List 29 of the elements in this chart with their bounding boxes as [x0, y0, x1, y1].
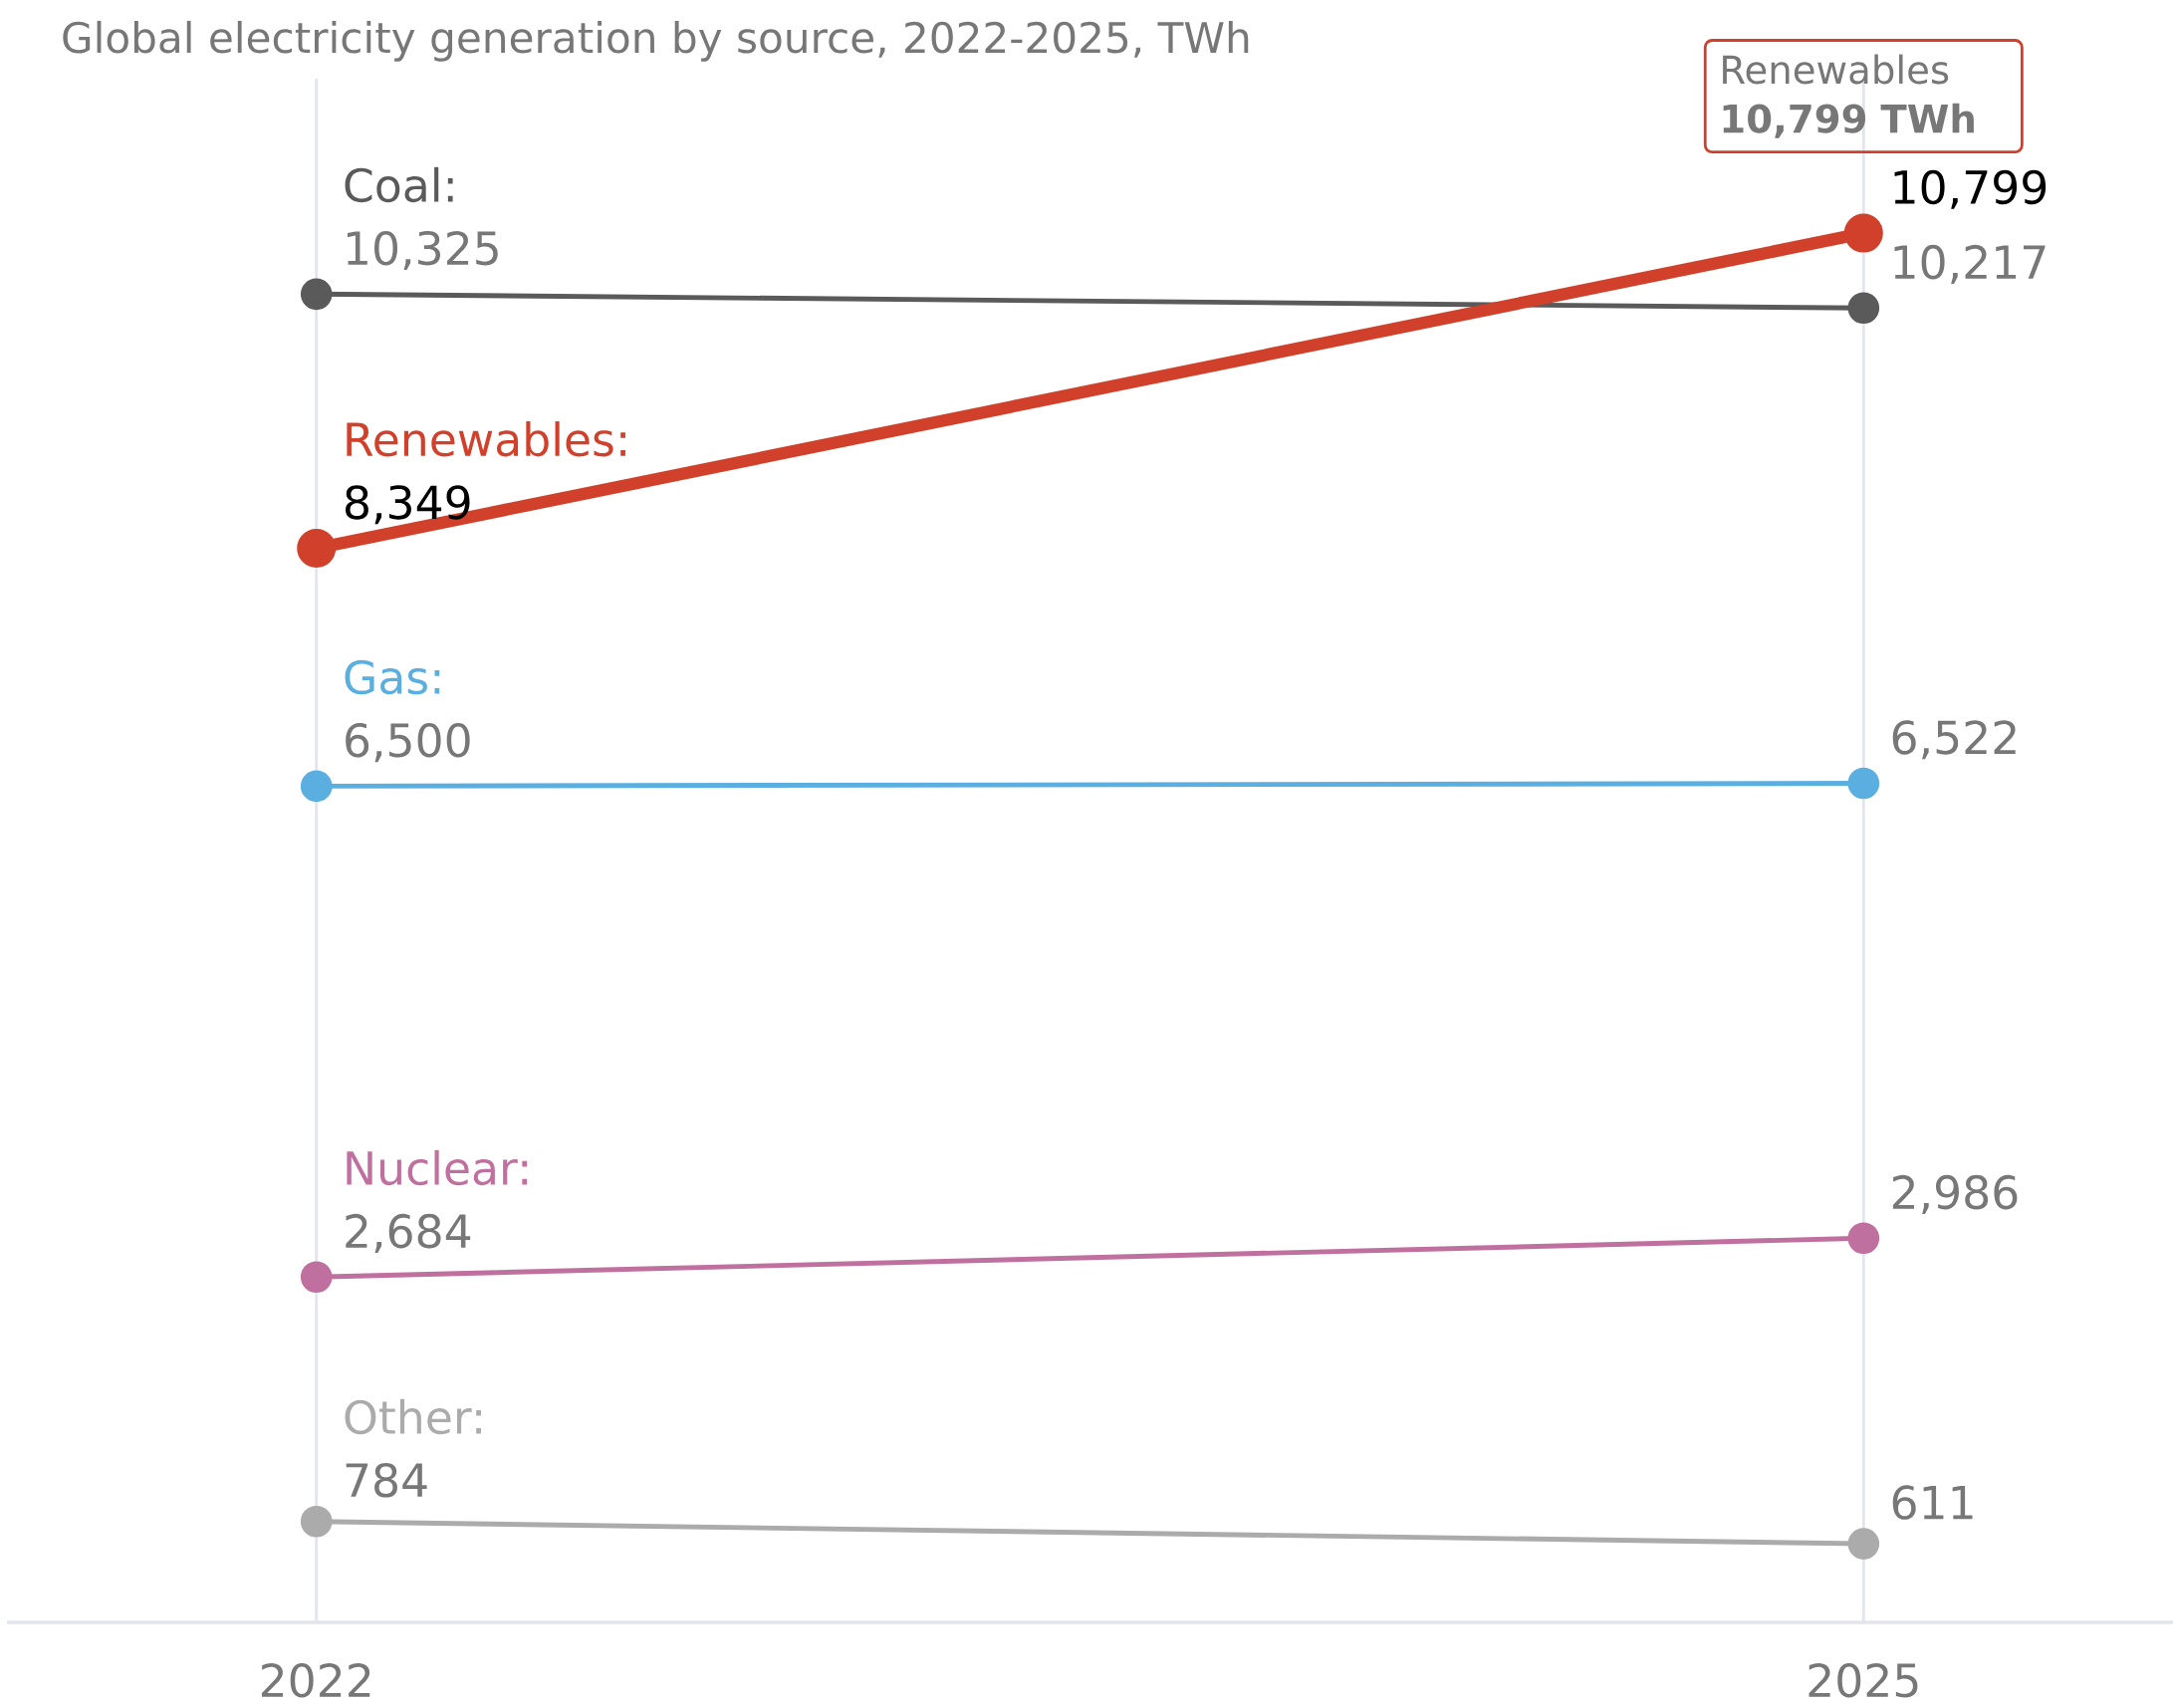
- point: [297, 529, 337, 569]
- data-label: 6,522: [1892, 720, 2016, 760]
- point: [1847, 1222, 1880, 1255]
- point: [1847, 292, 1880, 325]
- data-label: 10,325: [347, 230, 498, 271]
- data-label: 784: [346, 1462, 427, 1498]
- chart-subtitle: Global electricity generation by source, 2022-2025, TWh: [63, 20, 1249, 62]
- x-tick-label: 2025: [1809, 1662, 1918, 1698]
- point: [300, 1261, 333, 1294]
- series-label: Nuclear:: [347, 1149, 528, 1186]
- point: [300, 770, 333, 803]
- data-label: 10,217: [1894, 244, 2046, 285]
- data-label: 2,986: [1892, 1174, 2018, 1215]
- annotation: Renewables 10,799 TWh: [1723, 54, 1974, 138]
- series-label: Gas:: [345, 659, 440, 695]
- point: [1843, 213, 1883, 253]
- x-tick-label: 2022: [261, 1662, 370, 1698]
- point: [300, 1505, 333, 1538]
- point: [1847, 767, 1880, 800]
- series-label: Coal:: [345, 166, 453, 203]
- data-label: 6,500: [346, 722, 470, 763]
- data-label: 8,349: [346, 485, 470, 525]
- data-label: 611: [1892, 1485, 1973, 1520]
- series-label: Renewables:: [347, 421, 625, 457]
- data-label: 10,799: [1894, 169, 2047, 209]
- data-label: 2,684: [346, 1213, 471, 1254]
- point: [1847, 1528, 1880, 1560]
- series-label: Other:: [345, 1398, 481, 1435]
- point: [300, 278, 333, 311]
